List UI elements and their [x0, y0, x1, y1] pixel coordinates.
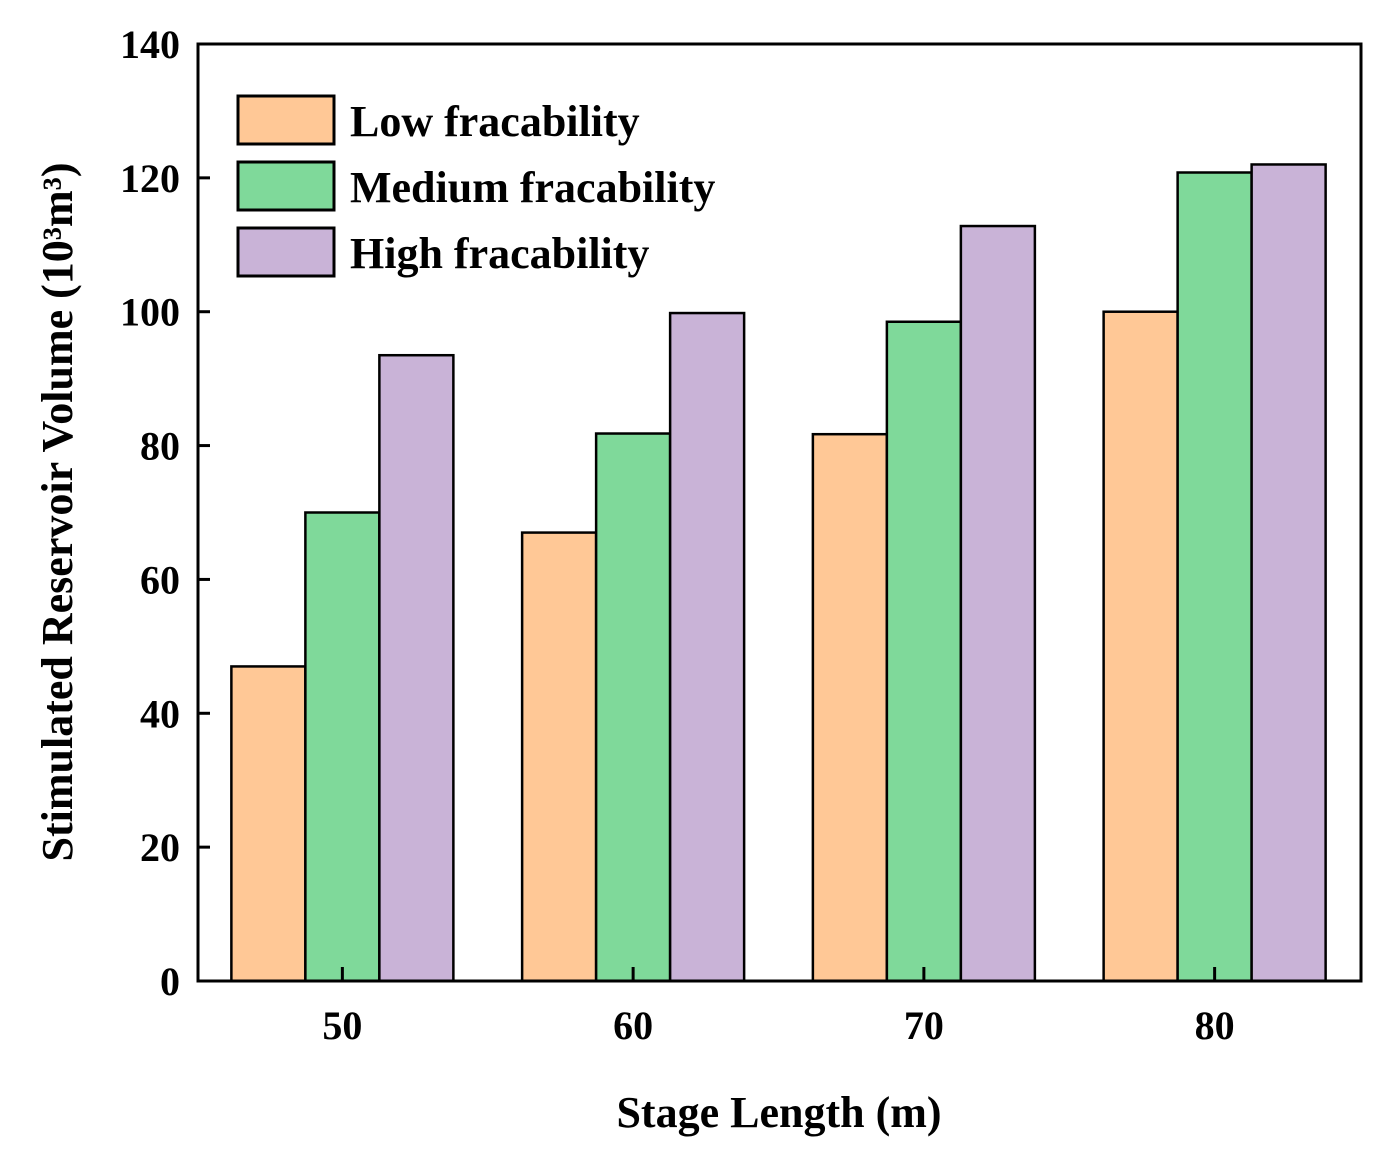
- x-axis-title: Stage Length (m): [616, 1088, 941, 1137]
- bar-80-2: [1176, 171, 1253, 983]
- legend-label: Medium fracability: [350, 163, 715, 212]
- y-tick-label: 100: [120, 290, 180, 335]
- legend-label: Low fracability: [350, 97, 640, 146]
- bar-70-1: [811, 432, 889, 983]
- bar-50-3: [378, 353, 455, 983]
- legend-label: High fracability: [350, 229, 649, 278]
- bar-60-3: [668, 311, 746, 983]
- x-tick-label: 70: [904, 1003, 944, 1048]
- y-tick-label: 0: [160, 959, 180, 1004]
- bar-70-2: [885, 320, 963, 983]
- y-tick-label: 60: [140, 557, 180, 602]
- y-tick-label: 80: [140, 424, 180, 469]
- bar-60-1: [520, 531, 598, 983]
- bar-80-3: [1250, 163, 1327, 983]
- legend: Low fracability Medium fracability High fr…: [236, 94, 715, 278]
- bar-50-1: [230, 665, 307, 983]
- bar-70-3: [959, 224, 1037, 983]
- x-axis: 50 60 70 80: [322, 967, 1235, 1048]
- y-tick-label: 40: [140, 691, 180, 736]
- x-tick-label: 50: [322, 1003, 362, 1048]
- y-axis: 0 20 40 60 80 100 120 140: [120, 22, 210, 1004]
- plot-frame: [196, 42, 1363, 983]
- y-tick-label: 120: [120, 156, 180, 201]
- bar-80-1: [1102, 310, 1179, 983]
- x-tick-label: 80: [1195, 1003, 1235, 1048]
- bars-layer: [230, 163, 1327, 983]
- legend-swatch: [236, 226, 336, 278]
- y-axis-title: Stimulated Reservoir Volume (10³m³): [33, 163, 82, 862]
- bar-50-2: [304, 511, 381, 983]
- bar-60-2: [594, 432, 672, 983]
- legend-swatch: [236, 94, 336, 146]
- legend-swatch: [236, 160, 336, 212]
- y-tick-label: 20: [140, 825, 180, 870]
- y-tick-label: 140: [120, 22, 180, 67]
- x-tick-label: 60: [613, 1003, 653, 1048]
